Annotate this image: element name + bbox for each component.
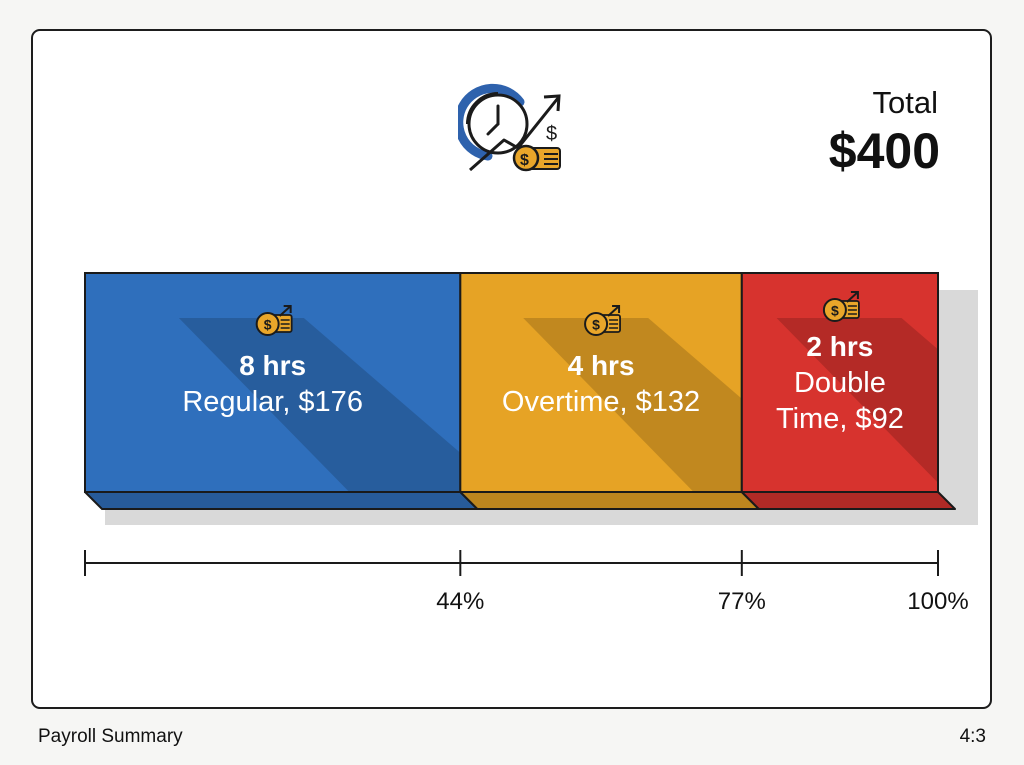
bar-segment-base bbox=[459, 491, 760, 510]
axis-tick-label: 100% bbox=[907, 588, 968, 615]
segment-description: Regular, $176 bbox=[182, 386, 363, 418]
segment-hours-label: 4 hrs bbox=[568, 350, 635, 381]
segment-description: Time, $92 bbox=[776, 403, 904, 435]
axis-tick-label: 77% bbox=[718, 588, 766, 615]
segment-description: Double bbox=[794, 367, 886, 399]
svg-text:$: $ bbox=[264, 317, 272, 333]
bar-segment-shade bbox=[523, 318, 742, 492]
svg-text:$: $ bbox=[520, 152, 529, 169]
bar-segment-1: $8 hrs Regular, $176 bbox=[84, 272, 479, 510]
svg-text:$: $ bbox=[592, 317, 600, 333]
total-label: Total bbox=[872, 85, 938, 120]
svg-text:$: $ bbox=[831, 303, 839, 319]
axis-tick-label: 44% bbox=[436, 588, 484, 615]
segment-description: Overtime, $132 bbox=[502, 386, 700, 418]
total-value: $400 bbox=[828, 123, 940, 179]
bar-segment-base bbox=[740, 491, 956, 510]
bar-segment-face bbox=[460, 273, 742, 492]
coins-growth-icon: $ bbox=[822, 291, 860, 322]
aspect-ratio-label: 4:3 bbox=[959, 726, 986, 747]
coins-growth-icon: $ bbox=[255, 305, 293, 336]
bar-segment-2: $4 hrs Overtime, $132 bbox=[459, 272, 760, 510]
coins-growth-icon: $ bbox=[584, 305, 621, 336]
segment-hours-label: 8 hrs bbox=[239, 350, 306, 381]
bar-segment-3: $2 hrs Double Time, $92 bbox=[740, 272, 956, 510]
bar-segment-shade bbox=[776, 318, 938, 483]
bar-segment-outline bbox=[740, 272, 939, 493]
bar-segment-face bbox=[85, 273, 461, 492]
bar-segment-shade bbox=[178, 318, 461, 492]
clock-growth-coins-icon: $ $ bbox=[458, 83, 561, 172]
segment-hours-label: 2 hrs bbox=[806, 331, 873, 362]
svg-text:$: $ bbox=[546, 123, 557, 145]
bar-segment-base bbox=[84, 491, 479, 510]
footer-title: Payroll Summary bbox=[38, 726, 183, 747]
